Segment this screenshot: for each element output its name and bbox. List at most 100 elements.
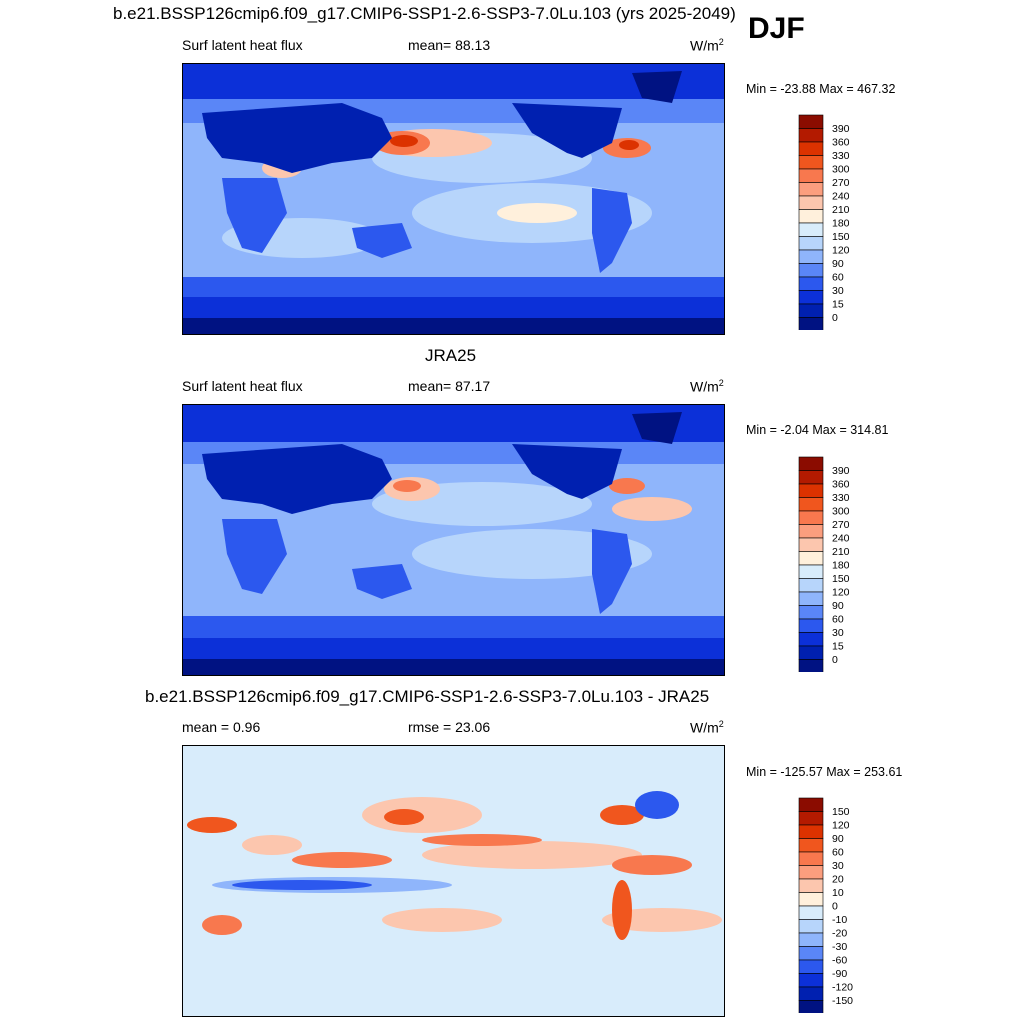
colorbar-tick-label: 180 bbox=[832, 218, 850, 230]
colorbar-tick-label: -10 bbox=[832, 914, 847, 926]
colorbar-swatch bbox=[798, 605, 824, 620]
colorbar-tick-label: 15 bbox=[832, 299, 844, 311]
colorbar-tick-label: 120 bbox=[832, 820, 850, 832]
colorbar-tick-label: 300 bbox=[832, 164, 850, 176]
colorbar-tick-label: 20 bbox=[832, 874, 844, 886]
panel1-minmax: Min = -23.88 Max = 467.32 bbox=[746, 82, 896, 96]
colorbar-tick-label: 0 bbox=[832, 654, 838, 666]
colorbar-tick-label: 180 bbox=[832, 560, 850, 572]
colorbar-tick-label: 30 bbox=[832, 285, 844, 297]
colorbar-tick-label: 330 bbox=[832, 150, 850, 162]
panel2-map bbox=[182, 404, 725, 676]
colorbar-swatch bbox=[798, 811, 824, 826]
colorbar-swatch bbox=[798, 892, 824, 907]
colorbar-swatch bbox=[798, 114, 824, 129]
colorbar-swatch bbox=[798, 141, 824, 156]
colorbar-swatch bbox=[798, 632, 824, 647]
panel2-minmax: Min = -2.04 Max = 314.81 bbox=[746, 423, 889, 437]
colorbar-tick-label: 10 bbox=[832, 887, 844, 899]
colorbar-swatch bbox=[798, 946, 824, 961]
colorbar-swatch bbox=[798, 209, 824, 224]
panel1-map bbox=[182, 63, 725, 335]
panel3-mean-label: mean = 0.96 bbox=[182, 719, 261, 735]
colorbar-tick-label: 60 bbox=[832, 272, 844, 284]
colorbar-tick-label: 30 bbox=[832, 860, 844, 872]
colorbar-swatch bbox=[798, 973, 824, 988]
colorbar-swatch bbox=[798, 317, 824, 330]
colorbar-tick-label: 0 bbox=[832, 901, 838, 913]
colorbar-tick-label: 90 bbox=[832, 600, 844, 612]
colorbar-tick-label: 210 bbox=[832, 546, 850, 558]
colorbar-swatch bbox=[798, 659, 824, 672]
colorbar-swatch bbox=[798, 276, 824, 291]
colorbar-tick-label: 390 bbox=[832, 465, 850, 477]
panel1-units: W/m2 bbox=[690, 37, 724, 54]
colorbar-tick-label: -60 bbox=[832, 955, 847, 967]
season-label: DJF bbox=[748, 12, 805, 45]
colorbar-tick-label: -90 bbox=[832, 968, 847, 980]
colorbar-tick-label: 150 bbox=[832, 573, 850, 585]
panel3-map bbox=[182, 745, 725, 1017]
colorbar-swatch bbox=[798, 497, 824, 512]
colorbar-swatch bbox=[798, 564, 824, 579]
colorbar-swatch bbox=[798, 510, 824, 525]
colorbar-tick-label: 270 bbox=[832, 519, 850, 531]
colorbar-swatch bbox=[798, 222, 824, 237]
colorbar-swatch bbox=[798, 986, 824, 1001]
colorbar-swatch bbox=[798, 456, 824, 471]
panel1-variable-label: Surf latent heat flux bbox=[182, 37, 303, 53]
colorbar-tick-label: 120 bbox=[832, 245, 850, 257]
panel3-units: W/m2 bbox=[690, 719, 724, 736]
colorbar-tick-label: -150 bbox=[832, 995, 853, 1007]
colorbar-swatch bbox=[798, 168, 824, 183]
colorbar-tick-label: 360 bbox=[832, 137, 850, 149]
colorbar-tick-label: 90 bbox=[832, 258, 844, 270]
colorbar-swatch bbox=[798, 195, 824, 210]
colorbar-tick-label: 390 bbox=[832, 123, 850, 135]
panel2-mean-label: mean= 87.17 bbox=[408, 378, 491, 394]
panel1-mean-label: mean= 88.13 bbox=[408, 37, 491, 53]
colorbar-swatch bbox=[798, 128, 824, 143]
panel3-minmax: Min = -125.57 Max = 253.61 bbox=[746, 765, 903, 779]
panel3-title: b.e21.BSSP126cmip6.f09_g17.CMIP6-SSP1-2.… bbox=[145, 687, 710, 706]
colorbar-swatch bbox=[798, 932, 824, 947]
colorbar-swatch bbox=[798, 303, 824, 318]
colorbar-tick-label: -30 bbox=[832, 941, 847, 953]
colorbar-swatch bbox=[798, 797, 824, 812]
colorbar-tick-label: 15 bbox=[832, 641, 844, 653]
colorbar-swatch bbox=[798, 838, 824, 853]
colorbar-tick-label: 60 bbox=[832, 847, 844, 859]
panel2-title: JRA25 bbox=[425, 346, 477, 365]
colorbar-tick-label: 150 bbox=[832, 806, 850, 818]
panel1-title: b.e21.BSSP126cmip6.f09_g17.CMIP6-SSP1-2.… bbox=[113, 4, 736, 23]
colorbar-tick-label: -20 bbox=[832, 928, 847, 940]
colorbar-swatch bbox=[798, 155, 824, 170]
colorbar-tick-label: 360 bbox=[832, 479, 850, 491]
colorbar-tick-label: 150 bbox=[832, 231, 850, 243]
colorbar-swatch bbox=[798, 1000, 824, 1013]
colorbar-tick-label: 60 bbox=[832, 614, 844, 626]
colorbar-swatch bbox=[798, 878, 824, 893]
colorbar-swatch bbox=[798, 182, 824, 197]
colorbar-tick-label: 30 bbox=[832, 627, 844, 639]
colorbar-tick-label: 90 bbox=[832, 833, 844, 845]
colorbar-swatch bbox=[798, 524, 824, 539]
colorbar-swatch bbox=[798, 959, 824, 974]
colorbar-swatch bbox=[798, 290, 824, 305]
colorbar-tick-label: 270 bbox=[832, 177, 850, 189]
colorbar-tick-label: 330 bbox=[832, 492, 850, 504]
colorbar-tick-label: 210 bbox=[832, 204, 850, 216]
colorbar-tick-label: 0 bbox=[832, 312, 838, 324]
panel3-rmse-label: rmse = 23.06 bbox=[408, 719, 491, 735]
colorbar-tick-label: 240 bbox=[832, 191, 850, 203]
colorbar-swatch bbox=[798, 470, 824, 485]
colorbar-tick-label: 240 bbox=[832, 533, 850, 545]
panel2-variable-label: Surf latent heat flux bbox=[182, 378, 303, 394]
colorbar-swatch bbox=[798, 824, 824, 839]
colorbar-swatch bbox=[798, 578, 824, 593]
colorbar-swatch bbox=[798, 551, 824, 566]
colorbar-tick-label: -120 bbox=[832, 982, 853, 994]
